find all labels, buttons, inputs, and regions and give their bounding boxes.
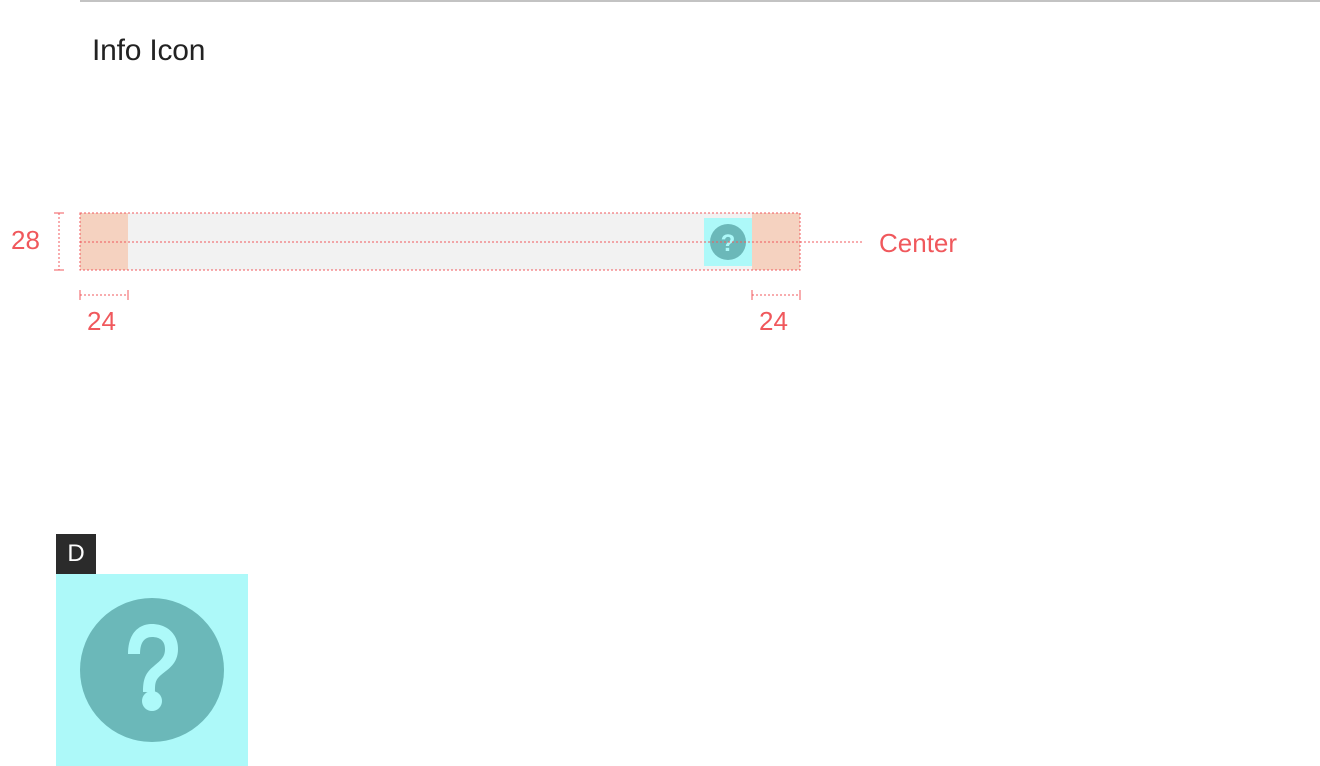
left-padding-dimension — [79, 290, 129, 300]
svg-text:?: ? — [721, 230, 736, 257]
variant-badge: D — [56, 534, 96, 574]
height-dimension — [54, 212, 64, 271]
alignment-label: Center — [879, 228, 957, 258]
right-padding-dimension — [751, 290, 801, 300]
spec-diagram: ? 28 24 24 Center — [11, 212, 957, 336]
section-title: Info Icon — [92, 34, 206, 67]
left-padding-label: 24 — [87, 306, 116, 336]
top-divider — [80, 0, 1320, 2]
example-icon-tile — [56, 574, 248, 766]
question-circle-icon — [80, 598, 224, 742]
right-padding-label: 24 — [759, 306, 788, 336]
height-label: 28 — [11, 225, 40, 255]
